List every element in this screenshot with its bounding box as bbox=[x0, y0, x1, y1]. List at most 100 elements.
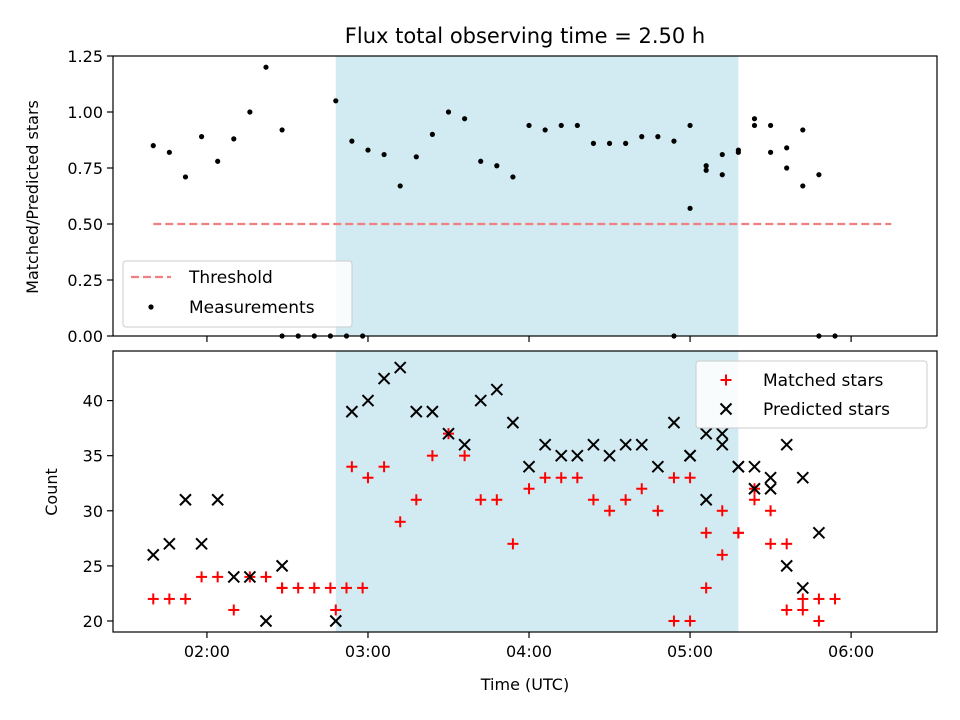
matched-marker bbox=[357, 582, 369, 594]
measurement-point bbox=[333, 98, 339, 104]
measurement-point bbox=[800, 183, 806, 189]
measurement-point bbox=[445, 109, 452, 115]
matched-marker bbox=[684, 472, 696, 484]
measurement-point bbox=[639, 134, 645, 140]
bottom-y-tick-label: 35 bbox=[83, 447, 103, 466]
measurement-point bbox=[215, 158, 221, 164]
matched-marker bbox=[346, 461, 358, 473]
predicted-marker bbox=[522, 460, 536, 473]
matched-marker bbox=[716, 505, 728, 517]
measurement-point bbox=[703, 163, 709, 169]
predicted-marker bbox=[490, 383, 504, 396]
matched-marker bbox=[668, 615, 680, 627]
matched-marker bbox=[571, 472, 583, 484]
matched-marker bbox=[604, 505, 616, 517]
x-axis-label: Time (UTC) bbox=[480, 675, 569, 694]
bottom-series-predicted-stars bbox=[147, 361, 826, 628]
measurement-point bbox=[687, 122, 693, 129]
predicted-marker bbox=[748, 460, 761, 473]
matched-marker bbox=[179, 593, 191, 605]
matched-marker bbox=[163, 593, 175, 605]
measurement-point bbox=[349, 138, 355, 144]
predicted-marker bbox=[163, 537, 176, 551]
predicted-marker bbox=[667, 416, 681, 429]
predicted-marker bbox=[361, 394, 375, 407]
matched-marker bbox=[276, 582, 288, 594]
matched-marker bbox=[652, 505, 664, 517]
matched-marker bbox=[260, 571, 272, 583]
measurement-point bbox=[231, 136, 237, 142]
measurement-point bbox=[462, 116, 468, 122]
matched-marker bbox=[196, 571, 208, 583]
matched-marker bbox=[330, 604, 342, 616]
matched-marker bbox=[797, 604, 809, 616]
legend-matched-label: Matched stars bbox=[763, 371, 883, 391]
top-highlight-span bbox=[335, 56, 739, 336]
legend-measurement-swatch bbox=[148, 304, 154, 310]
top-y-tick-label: 1.25 bbox=[67, 47, 103, 66]
x-tick-label: 02:00 bbox=[184, 642, 230, 661]
predicted-marker bbox=[555, 449, 568, 462]
matched-marker bbox=[636, 483, 648, 495]
predicted-marker bbox=[275, 559, 289, 573]
matched-marker bbox=[523, 483, 535, 495]
measurement-point bbox=[767, 149, 774, 155]
measurement-point bbox=[735, 147, 741, 153]
predicted-marker bbox=[587, 438, 600, 451]
matched-marker bbox=[716, 549, 728, 561]
measurement-point bbox=[397, 183, 403, 189]
matched-marker bbox=[765, 538, 777, 550]
predicted-marker bbox=[243, 570, 257, 584]
measurement-point bbox=[510, 174, 516, 180]
predicted-marker bbox=[377, 372, 391, 385]
predicted-marker bbox=[329, 614, 342, 628]
matched-marker bbox=[378, 461, 390, 473]
predicted-marker bbox=[764, 471, 777, 484]
matched-marker bbox=[491, 494, 503, 506]
predicted-marker bbox=[211, 493, 224, 506]
matched-marker bbox=[539, 472, 551, 484]
measurement-point bbox=[655, 134, 661, 140]
top-axes-frame bbox=[112, 55, 938, 337]
predicted-marker bbox=[195, 537, 208, 551]
predicted-marker bbox=[410, 405, 423, 418]
measurement-point bbox=[816, 172, 822, 178]
matched-marker bbox=[587, 494, 599, 506]
matched-marker bbox=[308, 582, 320, 594]
x-tick-label: 06:00 bbox=[828, 642, 874, 661]
bottom-y-axis-label: Count bbox=[42, 468, 61, 516]
matched-marker bbox=[324, 582, 336, 594]
matched-marker bbox=[228, 604, 240, 616]
x-tick-label: 05:00 bbox=[667, 642, 713, 661]
measurement-point bbox=[751, 116, 758, 122]
measurement-point bbox=[784, 165, 790, 171]
measurement-point bbox=[478, 158, 484, 164]
matched-marker bbox=[732, 527, 744, 539]
matched-marker bbox=[781, 604, 793, 616]
top-y-axis-label: Matched/Predicted stars bbox=[23, 100, 42, 294]
measurement-point bbox=[767, 122, 774, 129]
measurement-point bbox=[182, 174, 189, 180]
matched-marker bbox=[394, 516, 406, 528]
predicted-marker bbox=[748, 482, 761, 495]
matched-marker bbox=[620, 494, 632, 506]
measurement-point bbox=[429, 131, 436, 137]
predicted-marker bbox=[179, 493, 192, 506]
matched-marker bbox=[292, 582, 304, 594]
measurement-point bbox=[751, 122, 758, 129]
matched-marker bbox=[829, 593, 841, 605]
bottom-series-matched-stars bbox=[147, 428, 841, 627]
bottom-y-tick-label: 30 bbox=[83, 502, 103, 521]
predicted-marker bbox=[619, 438, 632, 451]
measurement-point bbox=[247, 109, 253, 115]
bottom-axes-frame bbox=[112, 350, 938, 633]
matched-marker bbox=[700, 527, 712, 539]
measurement-point bbox=[590, 140, 597, 146]
legend-threshold-label: Threshold bbox=[188, 268, 273, 288]
predicted-marker bbox=[780, 438, 793, 451]
matched-marker bbox=[813, 593, 825, 605]
matched-marker bbox=[765, 505, 777, 517]
top-y-tick-label: 1.00 bbox=[67, 103, 103, 122]
measurement-point bbox=[166, 149, 172, 155]
predicted-marker bbox=[635, 438, 648, 451]
